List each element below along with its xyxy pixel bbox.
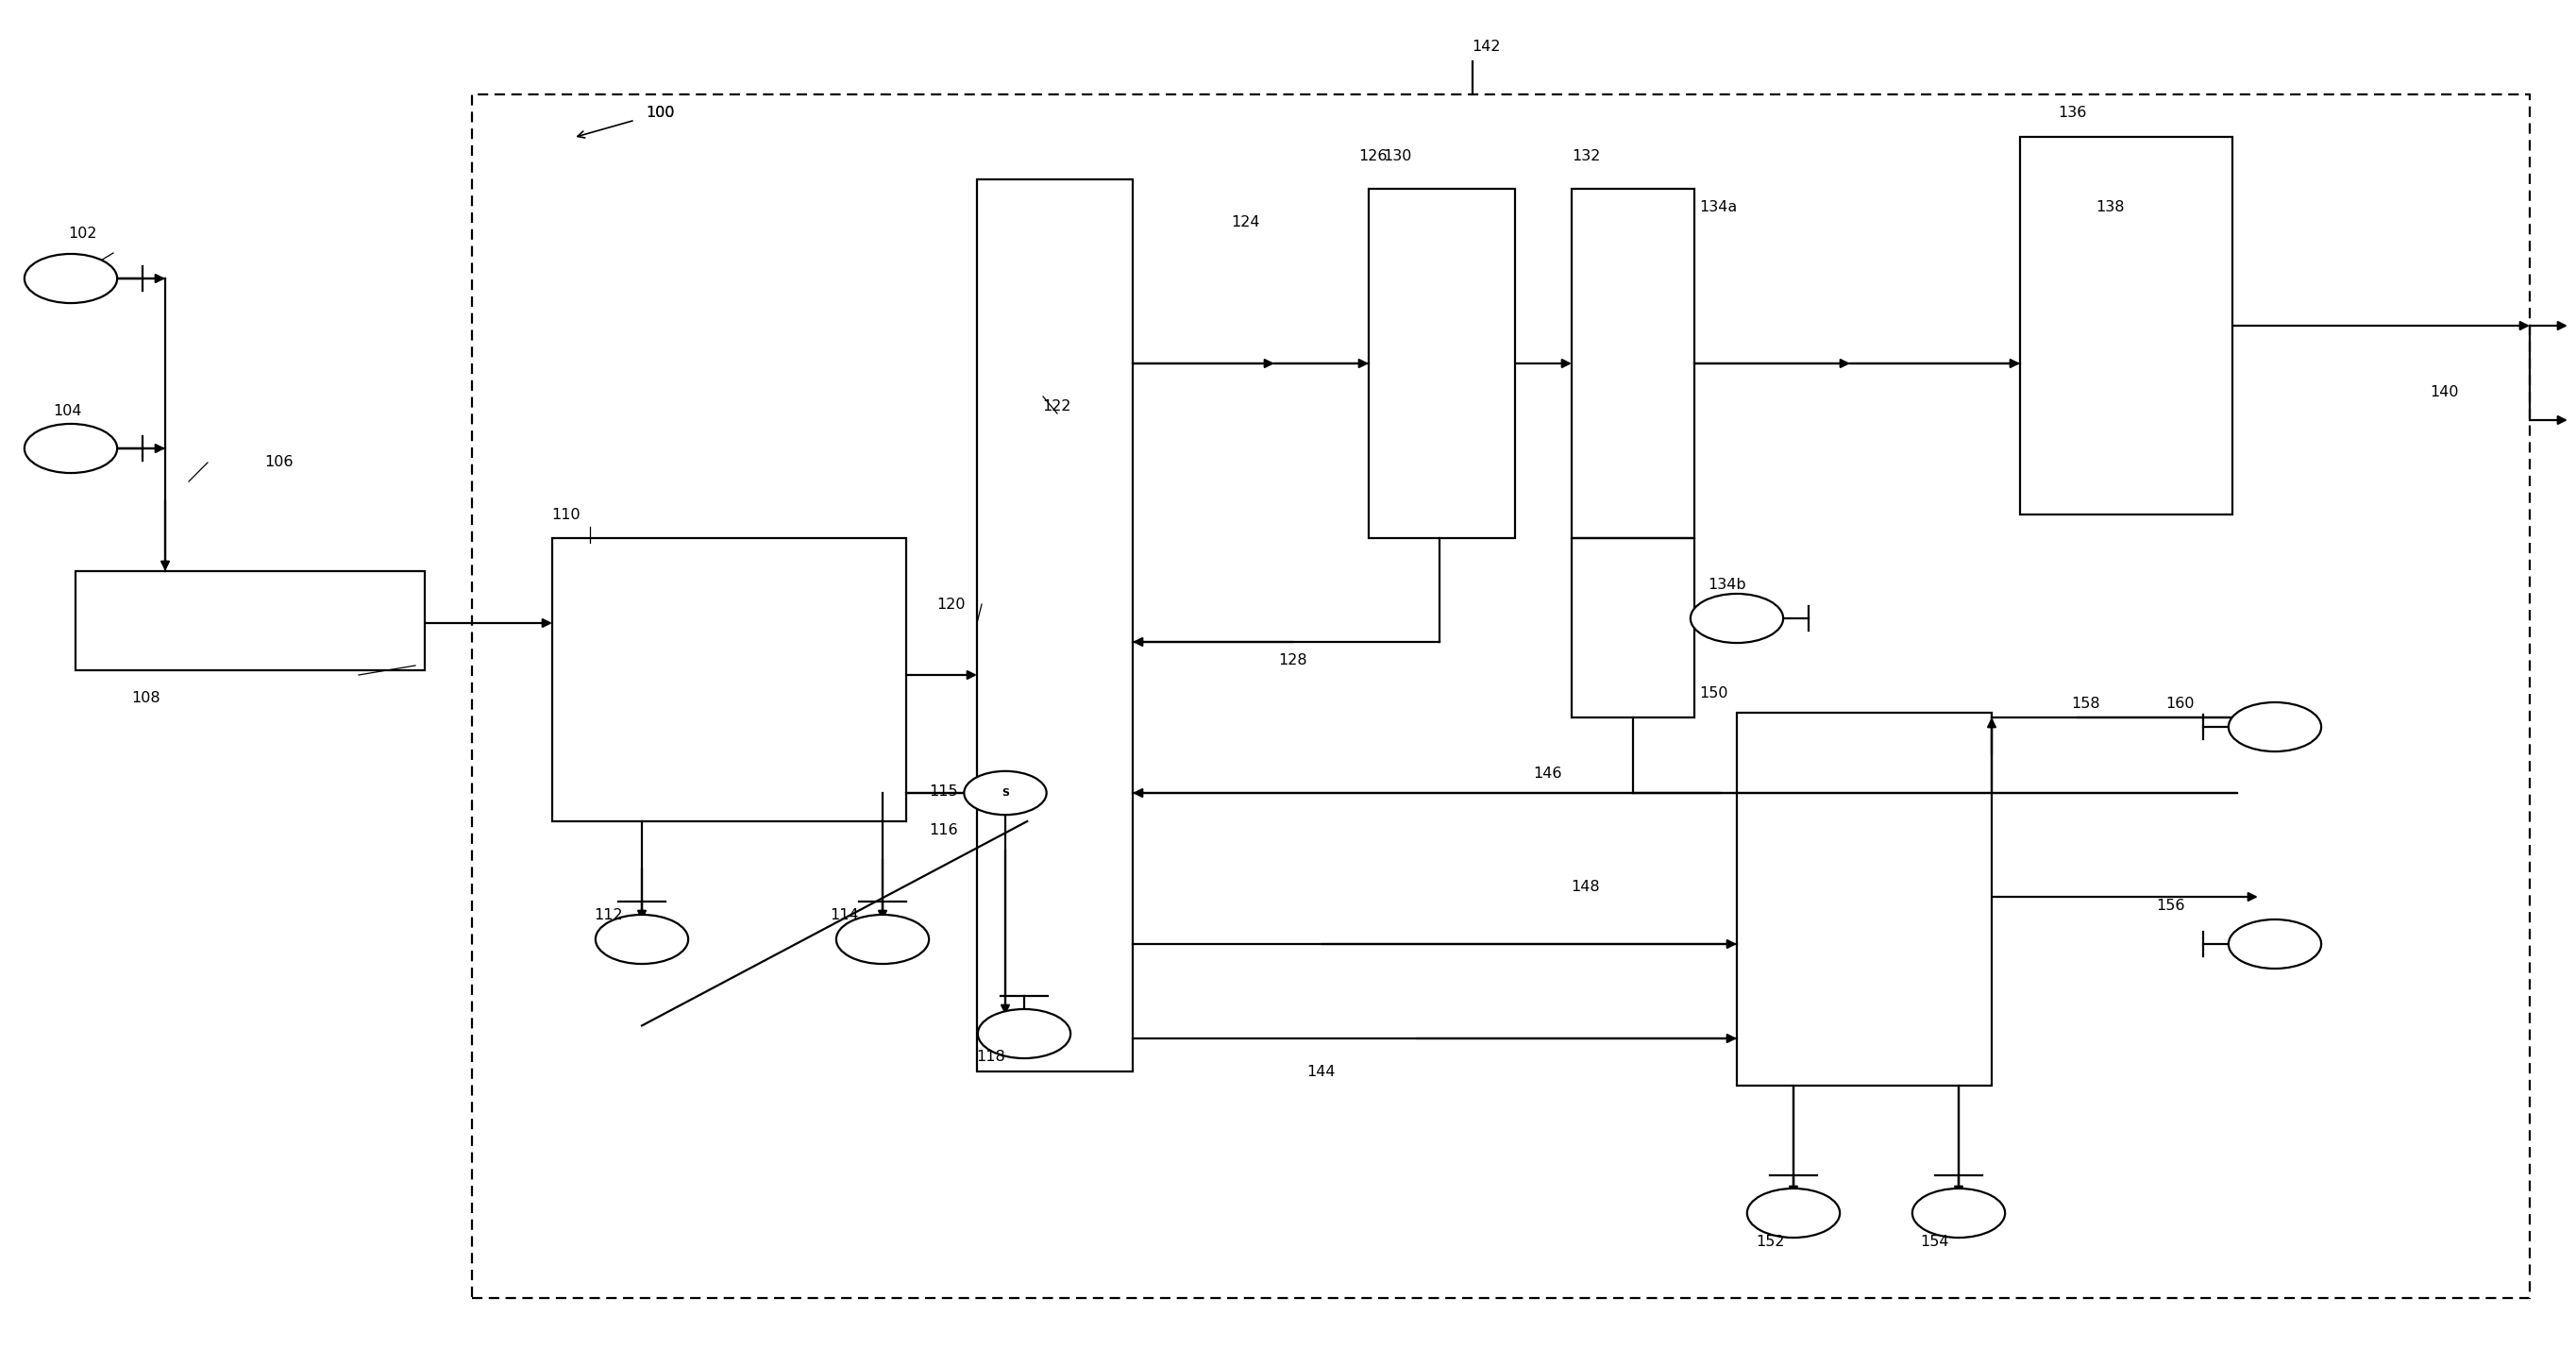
Circle shape [2228, 919, 2321, 968]
Text: 134b: 134b [1708, 578, 1747, 593]
Bar [1571, 538, 1695, 717]
Text: 152: 152 [1754, 1235, 1785, 1249]
Text: 110: 110 [551, 507, 580, 522]
Text: 122: 122 [1043, 399, 1072, 413]
Bar [1571, 189, 1695, 538]
Text: 160: 160 [2166, 697, 2195, 710]
Text: 142: 142 [1473, 40, 1502, 55]
Text: 116: 116 [930, 824, 958, 837]
Bar [471, 94, 2530, 1298]
Text: 156: 156 [2156, 899, 2184, 914]
Text: 144: 144 [1306, 1064, 1337, 1079]
Text: S: S [1002, 788, 1010, 798]
Circle shape [979, 1009, 1072, 1059]
Text: 124: 124 [1231, 214, 1260, 229]
Bar [75, 571, 425, 671]
Text: 130: 130 [1383, 149, 1412, 163]
Circle shape [595, 915, 688, 964]
Text: 150: 150 [1698, 687, 1728, 701]
Bar [1736, 713, 1991, 1086]
Text: 112: 112 [595, 908, 623, 923]
Circle shape [2228, 702, 2321, 751]
Circle shape [963, 772, 1046, 816]
Text: 128: 128 [1278, 654, 1309, 668]
Bar [551, 538, 907, 821]
Text: 138: 138 [2094, 201, 2125, 214]
Bar [976, 179, 1133, 1071]
Text: 134a: 134a [1700, 201, 1736, 214]
Text: 106: 106 [265, 455, 294, 470]
Circle shape [1747, 1188, 1839, 1238]
Text: 146: 146 [1533, 768, 1564, 781]
Text: 104: 104 [54, 403, 82, 418]
Text: 120: 120 [938, 597, 966, 611]
Text: 108: 108 [131, 691, 160, 706]
Text: 118: 118 [976, 1050, 1005, 1064]
Text: 100: 100 [647, 107, 675, 120]
Circle shape [1690, 594, 1783, 643]
Text: 136: 136 [2058, 107, 2087, 120]
Circle shape [1911, 1188, 2004, 1238]
Circle shape [23, 423, 116, 473]
Text: 100: 100 [647, 107, 675, 120]
Bar [1368, 189, 1515, 538]
Text: 154: 154 [1922, 1235, 1950, 1249]
Text: 132: 132 [1571, 149, 1600, 163]
Text: 158: 158 [2071, 697, 2099, 710]
Circle shape [23, 254, 116, 303]
Text: 114: 114 [829, 908, 860, 923]
Text: 148: 148 [1571, 880, 1600, 895]
Text: 115: 115 [930, 784, 958, 798]
Text: 126: 126 [1360, 149, 1388, 163]
Circle shape [837, 915, 930, 964]
Text: 140: 140 [2429, 385, 2460, 399]
Text: 102: 102 [70, 227, 98, 242]
Bar [2020, 137, 2233, 515]
